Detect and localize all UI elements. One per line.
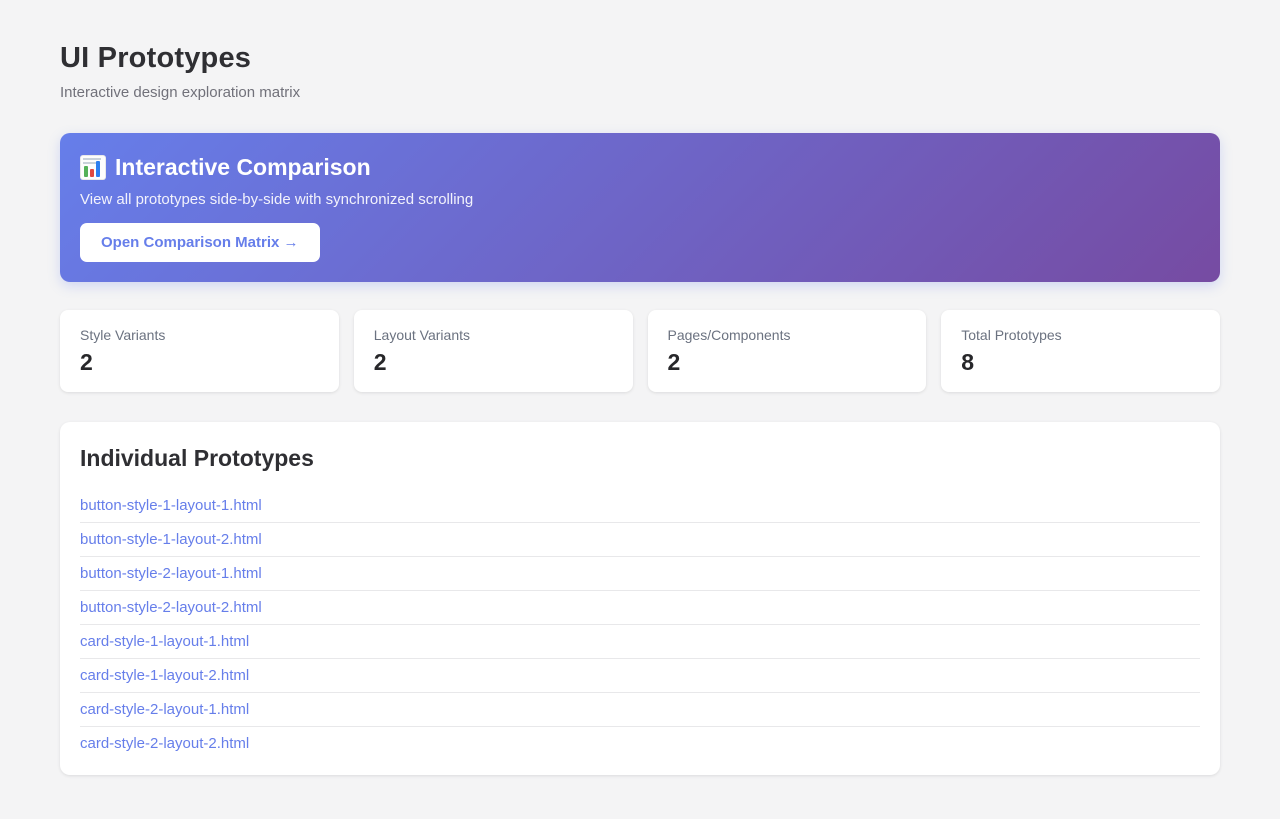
page-container: UI Prototypes Interactive design explora… bbox=[60, 0, 1220, 775]
list-item: button-style-2-layout-2.html bbox=[80, 591, 1200, 625]
page-subtitle: Interactive design exploration matrix bbox=[60, 84, 301, 101]
prototype-link[interactable]: card-style-2-layout-1.html bbox=[80, 701, 250, 718]
list-item: card-style-1-layout-2.html bbox=[80, 659, 1200, 693]
stat-value: 2 bbox=[80, 349, 93, 375]
prototype-link[interactable]: card-style-1-layout-2.html bbox=[80, 667, 250, 684]
stat-card: Layout Variants 2 bbox=[353, 310, 633, 392]
prototype-link[interactable]: button-style-1-layout-1.html bbox=[80, 497, 262, 514]
list-item: card-style-2-layout-2.html bbox=[80, 727, 1200, 760]
individual-prototypes-card: Individual Prototypes button-style-1-lay… bbox=[60, 422, 1220, 775]
banner-title: Interactive Comparison bbox=[115, 154, 371, 180]
list-item: button-style-2-layout-1.html bbox=[80, 557, 1200, 591]
stat-label: Layout Variants bbox=[373, 327, 470, 343]
banner-description: View all prototypes side-by-side with sy… bbox=[80, 191, 474, 208]
comparison-banner: Interactive Comparison View all prototyp… bbox=[60, 133, 1220, 282]
individual-prototypes-title: Individual Prototypes bbox=[80, 445, 314, 471]
stat-value: 8 bbox=[961, 349, 975, 375]
list-item: button-style-1-layout-2.html bbox=[80, 523, 1200, 557]
stat-card: Pages/Components 2 bbox=[647, 310, 927, 392]
stat-card: Style Variants 2 bbox=[60, 310, 339, 392]
stats-row: Style Variants 2 Layout Variants 2 Pages… bbox=[60, 310, 1220, 392]
stat-card: Total Prototypes 8 bbox=[941, 310, 1220, 392]
list-item: card-style-2-layout-1.html bbox=[80, 693, 1200, 727]
prototype-link[interactable]: card-style-2-layout-2.html bbox=[80, 735, 250, 752]
stat-value: 2 bbox=[373, 349, 387, 375]
stat-value: 2 bbox=[667, 349, 681, 375]
bar-chart-icon bbox=[80, 155, 106, 180]
prototype-link[interactable]: button-style-1-layout-2.html bbox=[80, 531, 262, 548]
open-comparison-matrix-button[interactable]: Open Comparison Matrix → bbox=[80, 223, 320, 262]
list-item: card-style-1-layout-1.html bbox=[80, 625, 1200, 659]
stat-label: Style Variants bbox=[80, 327, 166, 343]
stat-label: Pages/Components bbox=[667, 327, 791, 343]
stat-label: Total Prototypes bbox=[961, 327, 1062, 343]
prototype-list: button-style-1-layout-1.html button-styl… bbox=[80, 489, 1200, 760]
prototype-link[interactable]: button-style-2-layout-2.html bbox=[80, 599, 262, 616]
list-item: button-style-1-layout-1.html bbox=[80, 489, 1200, 523]
prototype-link[interactable]: button-style-2-layout-1.html bbox=[80, 565, 262, 582]
prototype-link[interactable]: card-style-1-layout-1.html bbox=[80, 633, 250, 650]
banner-title-row: Interactive Comparison bbox=[80, 154, 1200, 181]
page-title: UI Prototypes bbox=[60, 42, 252, 74]
